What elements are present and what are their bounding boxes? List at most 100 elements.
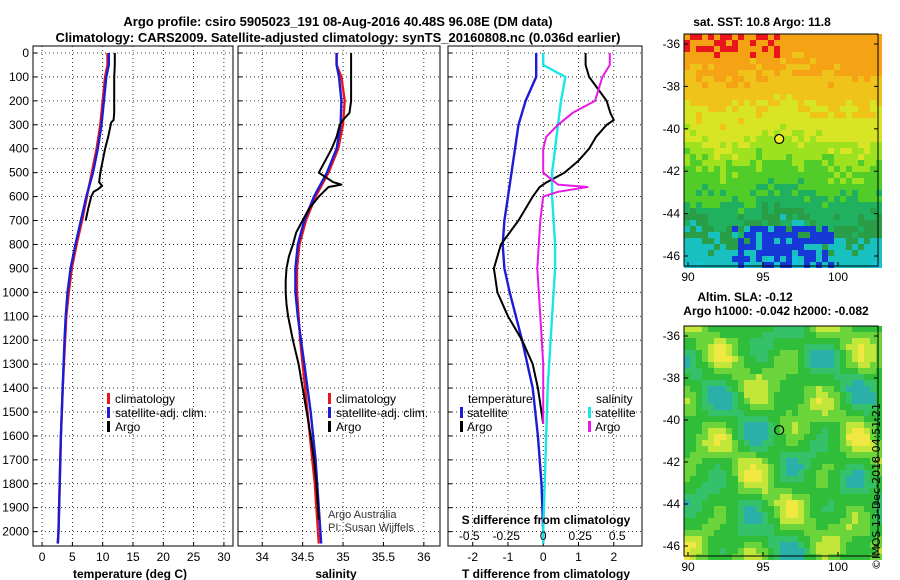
map-cell: [738, 488, 744, 494]
map-cell: [816, 106, 822, 112]
depth-tick-label: 1300: [2, 357, 29, 371]
map-cell: [864, 238, 870, 244]
map-cell: [744, 250, 750, 256]
map-cell: [702, 488, 708, 494]
map-cell: [780, 350, 786, 356]
x-tick-label: 35.5: [372, 550, 396, 564]
map-cell: [798, 446, 804, 452]
map-cell: [804, 482, 810, 488]
map-cell: [756, 554, 762, 560]
map-cell: [756, 208, 762, 214]
map-cell: [750, 326, 756, 332]
map-cell: [792, 428, 798, 434]
map-cell: [768, 434, 774, 440]
map-cell: [840, 46, 846, 52]
map-cell: [774, 256, 780, 262]
map-cell: [726, 464, 732, 470]
map-cell: [786, 500, 792, 506]
map-cell: [726, 488, 732, 494]
map-cell: [804, 446, 810, 452]
map-cell: [828, 386, 834, 392]
map-cell: [804, 124, 810, 130]
map-cell: [798, 160, 804, 166]
map-cell: [840, 124, 846, 130]
map-cell: [804, 76, 810, 82]
map-cell: [876, 88, 882, 94]
map-cell: [696, 488, 702, 494]
map-cell: [810, 410, 816, 416]
map-cell: [792, 100, 798, 106]
map-cell: [834, 416, 840, 422]
map-cell: [756, 40, 762, 46]
map-cell: [870, 464, 876, 470]
map-cell: [714, 250, 720, 256]
map-cell: [858, 124, 864, 130]
map-cell: [786, 326, 792, 332]
map-cell: [834, 524, 840, 530]
map-cell: [822, 232, 828, 238]
map-cell: [786, 154, 792, 160]
map-cell: [834, 530, 840, 536]
map-cell: [690, 142, 696, 148]
map-cell: [828, 488, 834, 494]
map-cell: [858, 536, 864, 542]
map-cell: [684, 40, 690, 46]
map-cell: [822, 196, 828, 202]
map-cell: [870, 112, 876, 118]
map-cell: [756, 136, 762, 142]
map-cell: [834, 34, 840, 40]
map-cell: [714, 238, 720, 244]
map-cell: [750, 374, 756, 380]
map-cell: [792, 392, 798, 398]
map-cell: [846, 232, 852, 238]
map-cell: [696, 326, 702, 332]
map-cell: [684, 226, 690, 232]
map-cell: [870, 476, 876, 482]
x-tick-label: -1: [503, 550, 514, 564]
map-cell: [840, 488, 846, 494]
map-cell: [738, 530, 744, 536]
map-cell: [786, 506, 792, 512]
map-cell: [750, 488, 756, 494]
map-cell: [810, 106, 816, 112]
map-cell: [822, 350, 828, 356]
map-cell: [720, 190, 726, 196]
map-cell: [822, 434, 828, 440]
map-cell: [690, 362, 696, 368]
map-cell: [858, 52, 864, 58]
map-cell: [702, 458, 708, 464]
map-cell: [870, 70, 876, 76]
map-cell: [768, 88, 774, 94]
map-cell: [768, 440, 774, 446]
map-cell: [870, 506, 876, 512]
map-cell: [822, 238, 828, 244]
map-cell: [702, 76, 708, 82]
map-cell: [720, 106, 726, 112]
map-cell: [810, 500, 816, 506]
s-tick-label: 0.25: [569, 529, 593, 543]
map-cell: [876, 46, 882, 52]
map-cell: [858, 160, 864, 166]
map-cell: [792, 52, 798, 58]
map-cell: [726, 136, 732, 142]
map-cell: [750, 136, 756, 142]
map-cell: [732, 262, 738, 268]
map-cell: [708, 374, 714, 380]
map-cell: [798, 256, 804, 262]
map-cell: [696, 356, 702, 362]
map-cell: [768, 518, 774, 524]
map-cell: [792, 404, 798, 410]
depth-tick-label: 100: [9, 70, 29, 84]
map-cell: [756, 500, 762, 506]
map-cell: [690, 112, 696, 118]
depth-tick-label: 0: [22, 46, 29, 60]
map-cell: [852, 208, 858, 214]
map-cell: [774, 94, 780, 100]
map-cell: [708, 494, 714, 500]
map-cell: [804, 118, 810, 124]
map-cell: [774, 202, 780, 208]
map-cell: [804, 548, 810, 554]
map-cell: [756, 350, 762, 356]
map-cell: [696, 118, 702, 124]
map-cell: [744, 166, 750, 172]
